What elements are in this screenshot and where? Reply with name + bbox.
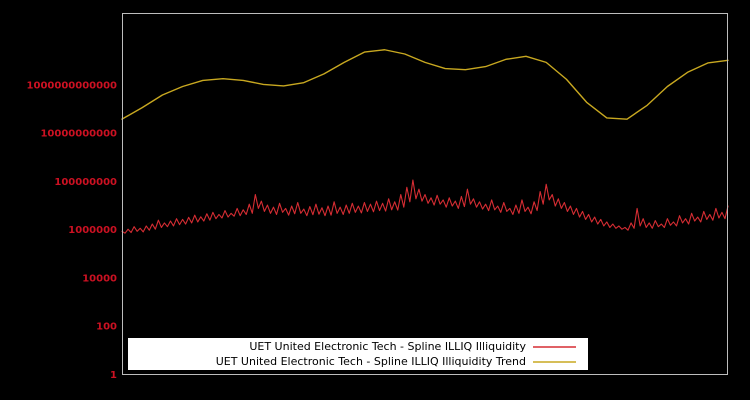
plot-background xyxy=(122,13,728,375)
y-axis-tick-labels: 1000000000000 10000000000 100000000 1000000… xyxy=(27,80,118,381)
y-axis-tick-label: 1000000 xyxy=(68,225,117,236)
series-line-illiquidity-trend xyxy=(121,49,729,120)
y-axis-tick-label: 10000 xyxy=(82,273,117,284)
chart-legend[interactable]: UET United Electronic Tech - Spline ILLI… xyxy=(128,338,588,370)
y-axis-tick-label: 1 xyxy=(110,370,117,381)
data-series-group xyxy=(121,49,729,234)
plot-frame xyxy=(122,13,728,375)
y-axis-tick-label: 1000000000000 xyxy=(27,80,117,91)
series-line-illiquidity xyxy=(121,179,729,234)
y-axis-tick-label: 10000000000 xyxy=(40,129,117,140)
y-axis-tick-label: 100 xyxy=(96,322,117,333)
y-axis-tick-label: 100000000 xyxy=(54,177,117,188)
legend-background xyxy=(128,338,588,370)
legend-label: UET United Electronic Tech - Spline ILLI… xyxy=(216,355,526,368)
legend-label: UET United Electronic Tech - Spline ILLI… xyxy=(249,340,526,353)
